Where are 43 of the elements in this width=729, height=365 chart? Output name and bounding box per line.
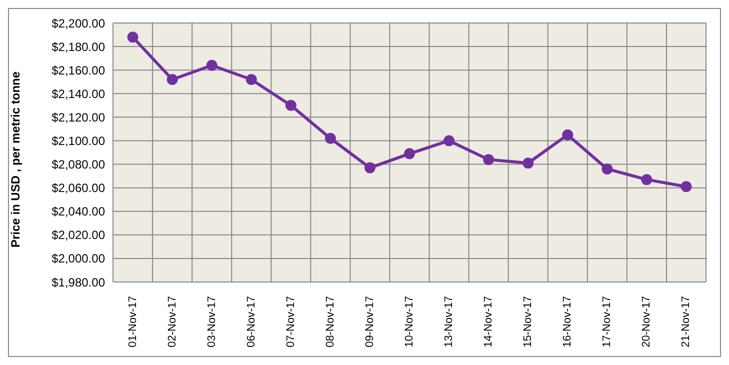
point	[404, 148, 415, 160]
x-tick-label: 16-Nov-17	[562, 296, 574, 348]
point	[246, 74, 257, 86]
x-tick-label: 09-Nov-17	[364, 296, 376, 348]
y-tick-label: $2,080.00	[52, 158, 106, 172]
point	[562, 129, 574, 140]
point	[483, 154, 494, 166]
x-tick-label: 01-Nov-17	[126, 296, 139, 348]
point	[444, 135, 455, 146]
y-tick-label: $2,000.00	[52, 252, 106, 266]
point	[522, 158, 534, 169]
x-tick-label: 15-Nov-17	[522, 296, 534, 348]
y-axis-title: Price in USD , per metric tonne	[8, 71, 22, 248]
x-tick-label: 03-Nov-17	[206, 296, 218, 348]
point	[206, 60, 218, 71]
x-tick-label: 14-Nov-17	[482, 296, 495, 348]
x-tick-label: 10-Nov-17	[404, 296, 416, 348]
x-tick-label: 02-Nov-17	[166, 296, 178, 348]
x-tick-label: 08-Nov-17	[324, 296, 336, 348]
point	[324, 132, 336, 144]
y-tick-label: $2,200.00	[52, 16, 106, 30]
x-tick-label: 06-Nov-17	[245, 296, 258, 348]
y-tick-label: $2,180.00	[52, 40, 106, 54]
y-tick-label: $2,020.00	[52, 228, 106, 242]
x-tick-label: 21-Nov-17	[680, 296, 692, 348]
y-tick-label: $2,120.00	[52, 110, 106, 124]
point	[166, 74, 178, 86]
y-tick-label: $1,980.00	[52, 275, 106, 290]
x-tick-label: 13-Nov-17	[443, 296, 456, 348]
point	[641, 174, 652, 186]
x-tick-label: 17-Nov-17	[601, 296, 614, 348]
y-tick-label: $2,060.00	[52, 181, 106, 196]
x-tick-label: 20-Nov-17	[640, 296, 653, 348]
y-tick-label: $2,100.00	[52, 134, 106, 148]
x-tick-label: 07-Nov-17	[284, 296, 297, 348]
y-tick-label: $2,140.00	[52, 86, 106, 101]
point	[127, 32, 138, 43]
point	[602, 163, 613, 174]
point	[680, 181, 692, 192]
y-tick-label: $2,160.00	[52, 63, 106, 78]
point	[364, 162, 376, 174]
point	[285, 100, 296, 111]
y-tick-label: $2,040.00	[52, 204, 106, 219]
